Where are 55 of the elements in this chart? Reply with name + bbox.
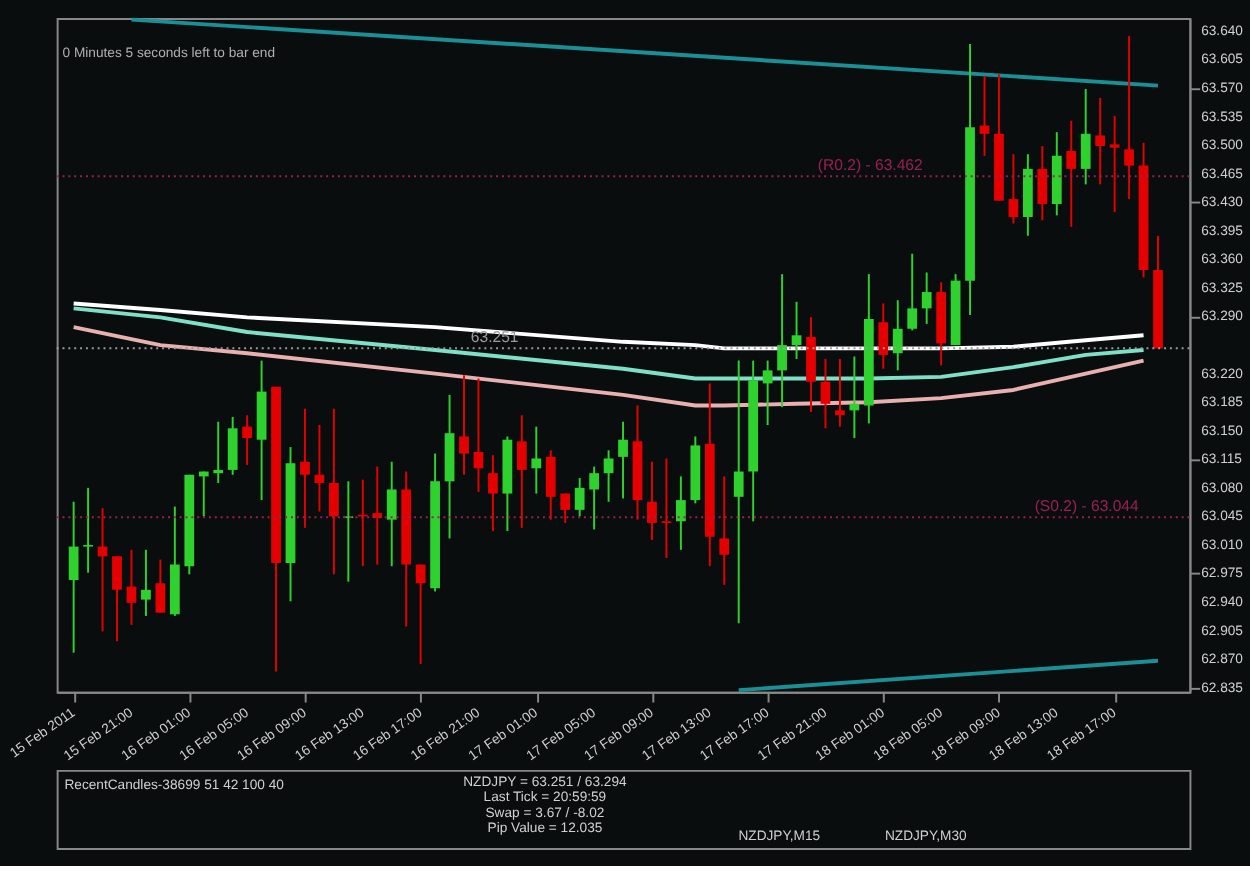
candlestick: [574, 477, 585, 518]
candlestick: [1008, 153, 1019, 225]
candlestick: [112, 555, 122, 643]
candlestick: [1037, 145, 1048, 222]
candlestick: [415, 563, 426, 666]
candlestick: [1124, 34, 1134, 201]
candlestick: [516, 414, 527, 529]
line-series: [71, 301, 1146, 351]
candlestick: [213, 420, 224, 484]
candlestick: [1080, 87, 1091, 186]
candlestick: [473, 377, 484, 493]
candlestick: [545, 449, 556, 521]
candlestick: [155, 558, 166, 614]
candlestick: [835, 357, 845, 428]
candlestick: [68, 500, 79, 654]
candlestick: [83, 486, 93, 574]
candlestick: [488, 454, 498, 533]
candlestick: [386, 460, 397, 568]
candlestick: [806, 316, 816, 413]
candlestick: [762, 359, 773, 427]
candlestick: [329, 407, 339, 576]
candlestick: [141, 548, 151, 617]
candlestick: [1095, 96, 1106, 186]
candlestick: [589, 465, 600, 531]
candlestick: [300, 407, 310, 529]
candlestick: [227, 415, 238, 476]
candlestick: [242, 414, 253, 466]
candlestick: [1066, 119, 1077, 228]
candlestick: [459, 374, 469, 476]
ref-line-label: (R0.2) - 63.462: [817, 156, 923, 175]
candlestick: [603, 449, 614, 503]
candlestick: [676, 475, 686, 551]
candlestick: [126, 548, 137, 626]
candlestick: [892, 299, 903, 372]
candlestick: [921, 271, 932, 325]
line-series: [71, 325, 1146, 408]
ref-line-label: 63.251: [470, 328, 519, 347]
candlestick: [907, 252, 918, 332]
candlestick: [777, 273, 787, 409]
candlestick: [560, 492, 571, 524]
candlestick: [647, 460, 657, 542]
candlestick: [1109, 114, 1120, 214]
candlestick: [618, 420, 628, 500]
candlestick: [719, 475, 730, 586]
candlestick: [314, 424, 325, 513]
candlestick: [733, 359, 744, 625]
line-series: [71, 306, 1146, 381]
candlestick: [791, 300, 802, 360]
candlestick: [878, 302, 889, 370]
candlestick: [531, 425, 542, 495]
candlestick: [820, 357, 831, 430]
candlestick: [979, 74, 990, 157]
ref-line-label: (S0.2) - 63.044: [1034, 497, 1140, 516]
candlestick: [661, 457, 672, 559]
candlestick: [849, 355, 860, 440]
